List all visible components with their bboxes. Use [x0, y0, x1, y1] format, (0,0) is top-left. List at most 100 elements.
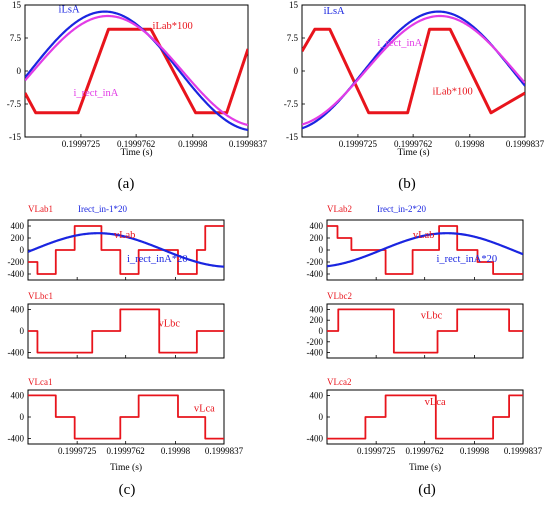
y-tick-label: 15 — [12, 0, 22, 10]
subplot-title: VLbc1 — [28, 291, 53, 301]
y-tick-label: -15 — [286, 132, 298, 142]
series-line-red — [28, 308, 224, 354]
series-group — [28, 225, 224, 275]
series-label: vLbc — [158, 319, 180, 330]
series-label: vLbc — [421, 311, 443, 322]
y-tick-label: -7.5 — [7, 99, 22, 109]
series-group — [327, 225, 523, 275]
plot-area: 400 200 0 -200 -400 vLab i_rect_inA*20 — [8, 219, 225, 281]
plot-frame — [27, 303, 225, 359]
x-tick-label: 0.19998 — [178, 139, 208, 149]
y-tick-label: 400 — [310, 221, 324, 231]
series-line-blue — [327, 232, 523, 268]
plot-area: 400 0 -400 vLbc — [8, 303, 225, 359]
series-group — [28, 308, 224, 354]
panel-label: (a) — [118, 176, 135, 192]
y-tick-label: 0 — [294, 66, 299, 76]
y-tick-label: 400 — [11, 390, 25, 400]
series-label: vLab — [114, 230, 136, 241]
x-axis-label: Time (s) — [120, 147, 152, 158]
x-tick-label: 0.1999837 — [506, 139, 545, 149]
y-tick-label: -400 — [307, 269, 324, 279]
series-label: i_rect_inA*20 — [127, 254, 188, 265]
x-axis-label: Time (s) — [110, 462, 142, 473]
y-tick-label: 7.5 — [287, 33, 299, 43]
y-tick-label: -200 — [307, 337, 324, 347]
plot-area: 15 7.5 0 -7.5 -15 0.1999725 0.1999762 0.19998 0.… — [284, 0, 545, 149]
legend-header: Irect_in-2*20 — [377, 204, 426, 214]
y-tick-label: 7.5 — [10, 33, 22, 43]
y-tick-label: -400 — [8, 269, 25, 279]
y-tick-label: 400 — [11, 221, 25, 231]
y-tick-label: -400 — [307, 434, 324, 444]
y-tick-label: -400 — [8, 348, 25, 358]
series-group — [327, 394, 523, 440]
subplot-title: VLbc2 — [327, 291, 352, 301]
series-label: i_rect_inA — [73, 88, 118, 99]
series-label: iLab*100 — [433, 86, 473, 97]
series-group — [28, 394, 224, 440]
x-axis-label: Time (s) — [409, 462, 441, 473]
panel-label: (d) — [418, 482, 436, 498]
series-line-red — [327, 308, 523, 354]
y-tick-label: -400 — [307, 348, 324, 358]
y-tick-label: 0 — [319, 412, 324, 422]
plot-area: 400 0 -400 0.1999725 0.1999762 0.19998 0.19998… — [307, 389, 543, 456]
y-tick-label: 400 — [310, 390, 324, 400]
series-line-magenta — [302, 14, 525, 126]
series-line-blue — [28, 232, 224, 268]
x-tick-label: 0.1999837 — [229, 139, 268, 149]
y-tick-label: -7.5 — [284, 99, 299, 109]
series-line-red — [25, 27, 248, 115]
x-tick-label: 0.1999725 — [62, 139, 101, 149]
subplot-title: VLca1 — [28, 377, 53, 387]
plot-area: 400 0 -400 0.1999725 0.1999762 0.19998 0.19998… — [8, 389, 244, 456]
x-tick-label: 0.19998 — [161, 446, 191, 456]
x-tick-label: 0.1999762 — [117, 139, 155, 149]
y-tick-label: -15 — [9, 132, 21, 142]
x-tick-label: 0.19998 — [460, 446, 490, 456]
y-tick-label: 0 — [17, 66, 22, 76]
x-tick-label: 0.1999762 — [394, 139, 432, 149]
plot-frame — [301, 4, 526, 138]
y-tick-label: 400 — [11, 304, 25, 314]
legend-header: VLab2 — [327, 204, 352, 214]
series-label: vLab — [413, 230, 435, 241]
x-tick-label: 0.19998 — [455, 139, 485, 149]
series-label: vLca — [425, 397, 446, 408]
plot-area: 400 200 0 -200 -400 vLab i_rect_inA*20 — [307, 219, 524, 281]
y-tick-label: 400 — [310, 304, 324, 314]
y-tick-label: 0 — [319, 245, 324, 255]
x-tick-label: 0.1999762 — [406, 446, 444, 456]
x-tick-label: 0.1999837 — [504, 446, 543, 456]
y-tick-label: 0 — [20, 245, 25, 255]
series-label: i_rect_inA*20 — [436, 254, 497, 265]
series-label: iLab*100 — [153, 21, 193, 32]
series-line-blue — [25, 10, 248, 132]
x-axis-label: Time (s) — [397, 147, 429, 158]
y-tick-label: 200 — [11, 233, 25, 243]
x-tick-label: 0.1999837 — [205, 446, 244, 456]
series-label: i_rect_inA — [377, 38, 422, 49]
series-line-red — [327, 225, 523, 275]
series-label: iLsA — [324, 6, 345, 17]
series-group — [327, 308, 523, 354]
series-line-red — [28, 394, 224, 440]
series-line-red — [302, 27, 525, 115]
series-line-red — [327, 394, 523, 440]
series-group — [302, 10, 525, 130]
subplot-title: VLca2 — [327, 377, 352, 387]
y-tick-label: 200 — [310, 233, 324, 243]
legend-header: VLab1 — [28, 204, 53, 214]
y-tick-label: 0 — [319, 326, 324, 336]
series-group — [25, 10, 248, 132]
x-tick-label: 0.1999725 — [339, 139, 378, 149]
panel-label: (b) — [398, 176, 416, 192]
x-tick-label: 0.1999725 — [58, 446, 97, 456]
y-tick-label: 0 — [20, 326, 25, 336]
y-tick-label: 0 — [20, 412, 25, 422]
y-tick-label: -200 — [307, 257, 324, 267]
series-line-red — [28, 225, 224, 275]
